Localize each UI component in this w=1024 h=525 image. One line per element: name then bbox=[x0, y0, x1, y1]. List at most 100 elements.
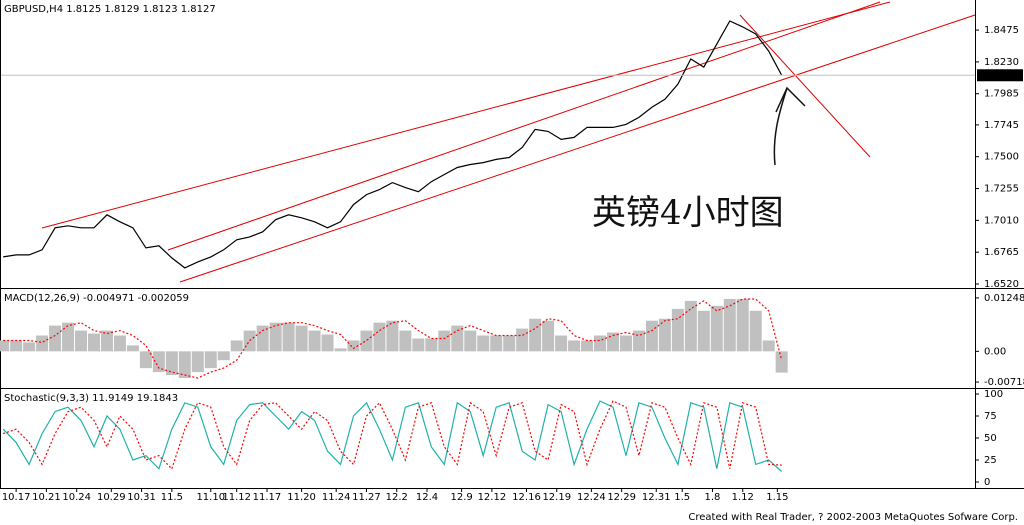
y-tick-label: 0.00 bbox=[984, 346, 1006, 357]
x-tick-label: 12.29 bbox=[607, 492, 636, 503]
histogram-bar bbox=[645, 320, 658, 352]
panel-title: GBPUSD,H4 1.8125 1.8129 1.8123 1.8127 bbox=[4, 4, 216, 15]
x-tick-label: 12.4 bbox=[416, 492, 438, 503]
y-tick-label: 50 bbox=[984, 433, 997, 444]
x-tick-label: 1.15 bbox=[766, 492, 788, 503]
last-price-box bbox=[977, 69, 1023, 82]
histogram-bar bbox=[321, 334, 334, 352]
histogram-bar bbox=[749, 310, 762, 352]
arrow-head bbox=[775, 86, 806, 113]
histogram-bar bbox=[568, 340, 581, 352]
series-line bbox=[3, 298, 783, 379]
x-tick-label: 12.12 bbox=[478, 492, 507, 503]
histogram-bar bbox=[412, 338, 425, 352]
x-tick-label: 11.5 bbox=[161, 492, 183, 503]
x-tick-label: 10.21 bbox=[32, 492, 61, 503]
arrow-shaft bbox=[773, 87, 788, 166]
x-tick-label: 1.8 bbox=[705, 492, 721, 503]
histogram-bar bbox=[490, 335, 503, 352]
series-line bbox=[3, 400, 782, 470]
x-tick-label: 10.31 bbox=[127, 492, 156, 503]
histogram-bar bbox=[10, 340, 23, 352]
histogram-bar bbox=[723, 298, 736, 352]
series-line bbox=[3, 20, 783, 269]
y-tick-label: -0.00718 bbox=[984, 377, 1024, 388]
x-tick-label: 12.2 bbox=[386, 492, 408, 503]
x-tick-label: 12.31 bbox=[642, 492, 671, 503]
series-line bbox=[2, 400, 783, 472]
y-tick-label: 0 bbox=[984, 477, 990, 488]
histogram-bar bbox=[399, 330, 412, 352]
x-tick-label: 11.17 bbox=[253, 492, 282, 503]
y-tick-label: 1.6520 bbox=[984, 279, 1019, 290]
histogram-bar bbox=[529, 318, 542, 352]
y-tick-label: 1.7745 bbox=[984, 120, 1019, 131]
y-tick-label: 1.7010 bbox=[984, 215, 1019, 226]
histogram-bar bbox=[775, 351, 788, 373]
histogram-bar bbox=[555, 335, 568, 352]
histogram-bar bbox=[139, 351, 152, 369]
histogram-bar bbox=[671, 308, 684, 352]
x-tick-label: 1.5 bbox=[674, 492, 690, 503]
histogram-bar bbox=[594, 335, 607, 352]
x-tick-label: 11.12 bbox=[222, 492, 251, 503]
histogram-bar bbox=[282, 322, 295, 352]
histogram-bar bbox=[100, 330, 113, 352]
histogram-bar bbox=[23, 342, 36, 352]
annotation: 英镑4小时图 bbox=[592, 193, 784, 233]
x-tick-label: 10.24 bbox=[62, 492, 91, 503]
histogram-bar bbox=[386, 320, 399, 352]
histogram-bar bbox=[373, 322, 386, 352]
y-tick-label: 1.8230 bbox=[984, 57, 1019, 68]
histogram-bar bbox=[658, 318, 671, 352]
histogram-bar bbox=[425, 338, 438, 352]
x-tick-label: 12.19 bbox=[542, 492, 571, 503]
histogram-bar bbox=[347, 340, 360, 352]
y-tick-label: 1.7985 bbox=[984, 89, 1019, 100]
x-tick-label: 12.16 bbox=[512, 492, 541, 503]
histogram-bar bbox=[762, 340, 775, 352]
footer: Created with Real Trader, ? 2002-2003 Me… bbox=[688, 512, 1018, 523]
histogram-bar bbox=[503, 335, 516, 352]
x-tick-label: 10.29 bbox=[97, 492, 126, 503]
histogram-bar bbox=[360, 330, 373, 352]
histogram-bar bbox=[0, 340, 10, 352]
x-tick-label: 10.17 bbox=[2, 492, 31, 503]
last-price-label: 1.8127 bbox=[984, 70, 1019, 81]
histogram-bar bbox=[477, 335, 490, 352]
histogram-bar bbox=[308, 330, 321, 352]
histogram-bar bbox=[736, 298, 749, 352]
histogram-bar bbox=[152, 351, 165, 373]
y-tick-label: 100 bbox=[984, 389, 1003, 400]
hand-arrow bbox=[773, 86, 806, 166]
histogram-bar bbox=[438, 330, 451, 352]
histogram-bar bbox=[217, 351, 230, 361]
panel-title: Stochastic(9,3,3) 11.9149 19.1843 bbox=[4, 393, 178, 404]
histogram-bar bbox=[295, 325, 308, 352]
x-tick-label: 11.10 bbox=[196, 492, 225, 503]
trend-lines bbox=[41, 1, 976, 283]
histogram-bar bbox=[230, 340, 243, 352]
histogram-bar bbox=[49, 325, 62, 352]
y-tick-label: 0.01248 bbox=[984, 293, 1024, 304]
y-tick-label: 1.7255 bbox=[984, 184, 1019, 195]
histogram-bar bbox=[62, 322, 75, 352]
y-tick-label: 1.6765 bbox=[984, 247, 1019, 258]
downtrend-line bbox=[739, 14, 871, 158]
x-tick-label: 11.20 bbox=[287, 492, 316, 503]
histogram-bar bbox=[710, 305, 723, 352]
histogram-bar bbox=[464, 330, 477, 352]
histogram-bar bbox=[619, 335, 632, 352]
histogram-bar bbox=[204, 351, 217, 369]
x-tick-label: 12.24 bbox=[577, 492, 606, 503]
histogram-bar bbox=[126, 345, 139, 352]
x-tick-label: 12.9 bbox=[450, 492, 472, 503]
histogram-bar bbox=[113, 335, 126, 352]
histogram-bar bbox=[542, 320, 555, 352]
x-tick-label: 11.24 bbox=[322, 492, 351, 503]
histogram-bar bbox=[243, 330, 256, 352]
channel-lower bbox=[179, 14, 976, 283]
y-tick-label: 75 bbox=[984, 411, 997, 422]
histogram-bar bbox=[632, 330, 645, 352]
